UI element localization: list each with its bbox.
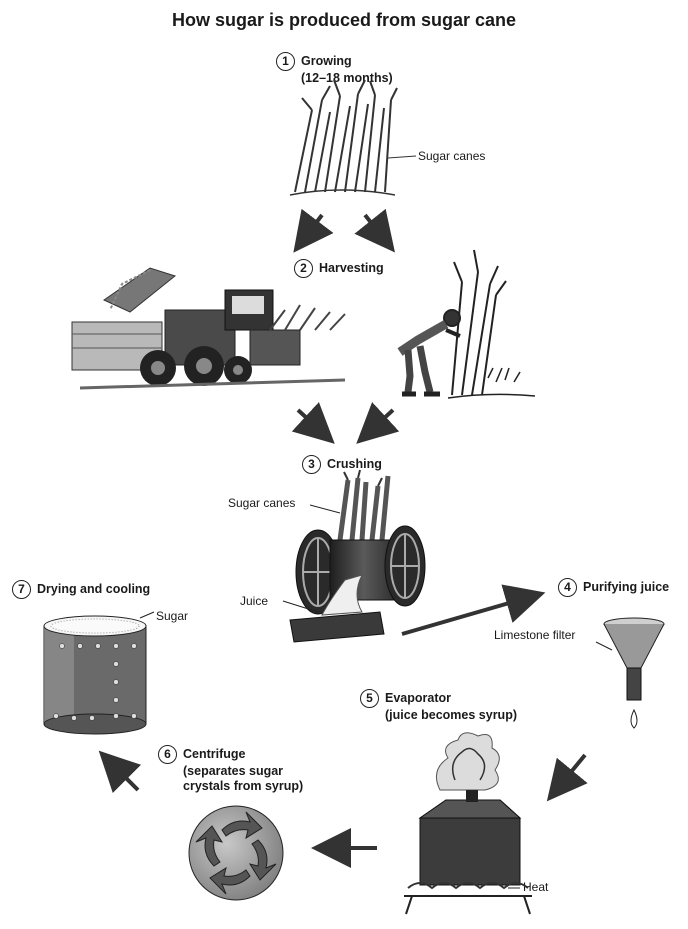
step-5-label: 5 Evaporator (juice becomes syrup): [360, 689, 517, 723]
step-5-number: 5: [360, 689, 379, 708]
arrow-centrifuge-to-drying: [98, 750, 142, 794]
arrow-growing-to-manual: [354, 208, 395, 253]
arrow-crushing-to-purifying: [401, 584, 546, 636]
arrow-manual-to-crushing: [356, 402, 400, 444]
sugar-canes-callout-3: Sugar canes: [228, 496, 296, 510]
crushing-mill-icon: [282, 469, 426, 643]
step-6-label: 6 Centrifuge (separates sugar crystals fr…: [158, 745, 303, 794]
step-7-number: 7: [12, 580, 31, 599]
sugar-canes-callout-1: Sugar canes: [418, 149, 486, 163]
step-3-label: 3 Crushing: [302, 455, 382, 474]
arrow-harvester-to-crushing: [291, 402, 335, 444]
step-6-detail-2: crystals from syrup): [183, 779, 304, 793]
evaporator-icon: [404, 732, 532, 915]
limestone-filter-callout: Limestone filter: [494, 628, 576, 642]
sugar-cane-field-icon: [289, 79, 417, 196]
step-5-detail: (juice becomes syrup): [385, 708, 517, 722]
step-1-title: Growing: [301, 53, 352, 68]
step-1-number: 1: [276, 52, 295, 71]
heat-callout: Heat: [523, 880, 549, 894]
step-2-title: Harvesting: [319, 260, 384, 275]
drying-drum-icon: [43, 611, 155, 735]
diagram-title: How sugar is produced from sugar cane: [171, 10, 517, 30]
juice-callout: Juice: [240, 594, 269, 608]
sugar-callout: Sugar: [156, 609, 189, 623]
arrow-growing-to-harvester: [293, 208, 334, 253]
step-4-title: Purifying juice: [583, 579, 670, 594]
step-7-title: Drying and cooling: [37, 581, 151, 596]
step-2-number: 2: [294, 259, 313, 278]
step-3-title: Crushing: [327, 456, 382, 471]
step-5-title: Evaporator: [385, 690, 451, 705]
step-4-number: 4: [558, 578, 577, 597]
step-2-label: 2 Harvesting: [294, 259, 384, 278]
step-3-number: 3: [302, 455, 321, 474]
step-4-label: 4 Purifying juice: [558, 578, 669, 597]
step-7-label: 7 Drying and cooling: [12, 580, 150, 599]
harvester-icon: [71, 267, 346, 390]
limestone-filter-icon: [595, 617, 665, 729]
step-6-number: 6: [158, 745, 177, 764]
step-6-title: Centrifuge: [183, 746, 246, 761]
centrifuge-icon: [188, 805, 284, 901]
step-6-detail: (separates sugar: [183, 764, 284, 778]
manual-harvest-icon: [397, 249, 536, 399]
arrow-purifying-to-evaporator: [546, 753, 588, 802]
